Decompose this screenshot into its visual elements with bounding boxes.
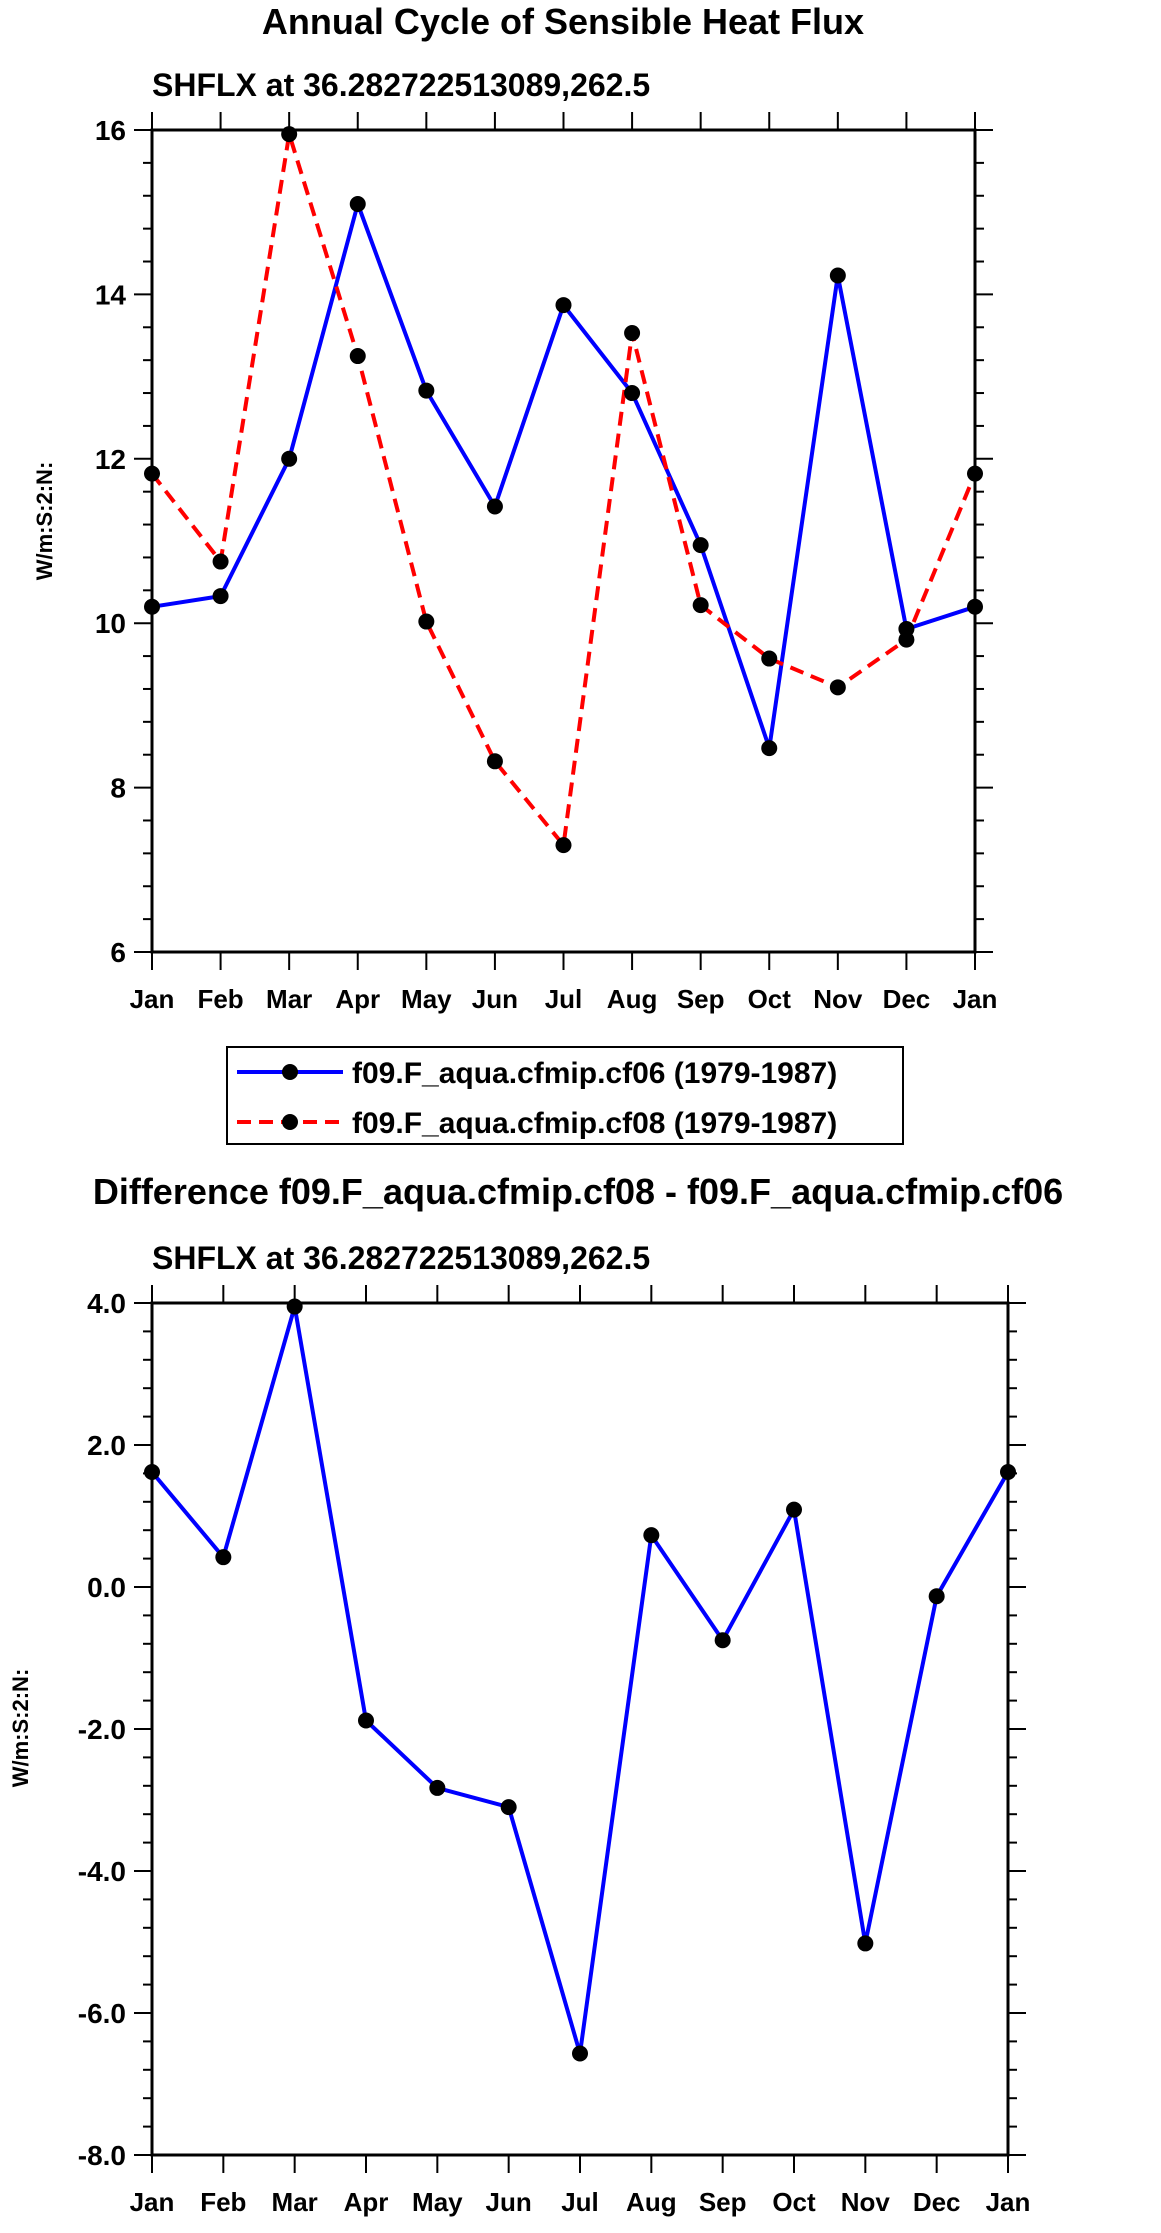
bottom-xtick-label: Mar [272,2187,318,2217]
top-series-1-point [829,679,846,696]
bottom-series-0-point [215,1549,232,1566]
top-series-1-point [624,325,641,342]
chart-top-frame [150,128,977,954]
top-series-0-point [761,740,778,757]
chart-bottom-frame [150,1301,1010,2157]
bottom-series-0-point [500,1799,517,1816]
top-xtick-label: Oct [748,984,792,1014]
top-series-0-point [829,267,846,284]
bottom-series-0-point [786,1501,802,1518]
legend-marker-cf08 [282,1114,298,1130]
bottom-xtick-label: Aug [626,2187,677,2217]
top-series-1-point [898,631,915,648]
bottom-series-0-point [714,1632,731,1649]
bottom-series-0-point [857,1935,874,1952]
top-ytick-label: 8 [110,773,126,804]
top-series-1-point [486,753,503,770]
bottom-series-0-point [928,1588,945,1605]
top-xtick-label: May [401,984,452,1014]
bottom-ytick-label: 2.0 [87,1430,126,1461]
bottom-series-0-point [643,1527,660,1544]
chart-top-series [144,126,983,854]
top-xtick-label: Nov [813,984,863,1014]
bottom-xtick-label: Jul [561,2187,599,2217]
top-series-1-point [555,837,572,854]
top-series-0-point [349,195,366,212]
top-series-1-point [418,613,435,630]
legend-marker-cf06 [282,1064,298,1080]
top-xtick-label: Mar [266,984,312,1014]
annual-cycle-chart: SHFLX at 36.282722513089,262.5 W/m:S:2:N… [32,67,997,1014]
bottom-xtick-label: Jan [130,2187,175,2217]
top-xtick-label: Feb [197,984,243,1014]
top-xtick-label: Jan [953,984,998,1014]
legend-box [226,1046,904,1145]
top-ytick-label: 16 [95,115,126,146]
legend-label-cf06: f09.F_aqua.cfmip.cf06 (1979-1987) [352,1057,837,1090]
top-series-1-point [692,597,709,614]
bottom-ytick-label: 4.0 [87,1288,126,1319]
top-xtick-label: Jun [472,984,518,1014]
chart-top-subtitle: SHFLX at 36.282722513089,262.5 [152,67,650,103]
top-series-1-point [349,348,366,365]
top-series-0-point [418,382,435,399]
bottom-xtick-label: Apr [344,2187,389,2217]
bottom-series-0-point [572,2045,588,2062]
bottom-xtick-label: Nov [841,2187,891,2217]
bottom-ytick-label: -8.0 [78,2140,126,2171]
chart-bottom-series [144,1298,1016,2062]
top-series-line-0 [151,202,976,751]
top-xtick-label: Dec [883,984,931,1014]
bottom-xtick-label: Jun [486,2187,532,2217]
top-series-1-point [212,553,229,570]
legend-entry-cf08: f09.F_aqua.cfmip.cf08 (1979-1987) [237,1107,837,1140]
top-ytick-label: 10 [95,608,126,639]
bottom-ytick-label: -4.0 [78,1856,126,1887]
bottom-xtick-label: Jan [986,2187,1031,2217]
bottom-ytick-label: -6.0 [78,1998,126,2029]
chart-bottom-ylabel: W/m:S:2:N: [8,1669,33,1788]
bottom-xtick-label: Oct [772,2187,816,2217]
top-series-1-point [761,650,778,667]
top-series-0-point [555,297,572,314]
chart-bottom-subtitle: SHFLX at 36.282722513089,262.5 [152,1240,650,1276]
bottom-ytick-label: -2.0 [78,1714,126,1745]
legend-label-cf08: f09.F_aqua.cfmip.cf08 (1979-1987) [352,1107,837,1140]
difference-title: Difference f09.F_aqua.cfmip.cf08 - f09.F… [93,1171,1063,1212]
bottom-xtick-label: May [412,2187,463,2217]
chart-top-ytick-labels: 6 8 10 12 14 16 [95,115,127,968]
chart-top-xtick-labels: Jan Feb Mar Apr May Jun Jul Aug Sep Oct Nov Dec Jan [130,984,998,1014]
bottom-series-0-point [358,1712,374,1729]
top-series-0-point [692,537,709,554]
difference-chart: SHFLX at 36.282722513089,262.5 W/m:S:2:N… [8,1240,1030,2217]
legend-entry-cf06: f09.F_aqua.cfmip.cf06 (1979-1987) [237,1057,837,1090]
bottom-xtick-label: Feb [200,2187,246,2217]
bottom-series-line-0 [150,1304,1010,2056]
top-xtick-label: Jan [130,984,175,1014]
bottom-series-0-point [286,1298,303,1315]
top-xtick-label: Apr [335,984,380,1014]
top-ytick-label: 14 [95,279,127,310]
top-xtick-label: Jul [545,984,583,1014]
bottom-series-0-point [429,1779,446,1796]
legend: f09.F_aqua.cfmip.cf06 (1979-1987) f09.F_… [226,1046,904,1145]
bottom-xtick-label: Dec [913,2187,961,2217]
top-ytick-label: 6 [110,937,126,968]
top-xtick-label: Sep [677,984,725,1014]
main-title: Annual Cycle of Sensible Heat Flux [262,1,864,42]
top-ytick-label: 12 [95,444,126,475]
bottom-xtick-label: Sep [699,2187,747,2217]
chart-bottom-xtick-labels: Jan Feb Mar Apr May Jun Jul Aug Sep Oct Nov Dec Jan [130,2187,1031,2217]
chart-top-ylabel: W/m:S:2:N: [32,462,57,581]
top-xtick-label: Aug [607,984,658,1014]
top-series-0-point [212,588,229,605]
top-series-0-point [624,385,641,402]
top-series-0-point [281,450,298,467]
chart-bottom-ytick-labels: -8.0 -6.0 -4.0 -2.0 0.0 2.0 4.0 [78,1288,126,2171]
bottom-ytick-label: 0.0 [87,1572,126,1603]
top-series-0-point [486,498,503,515]
